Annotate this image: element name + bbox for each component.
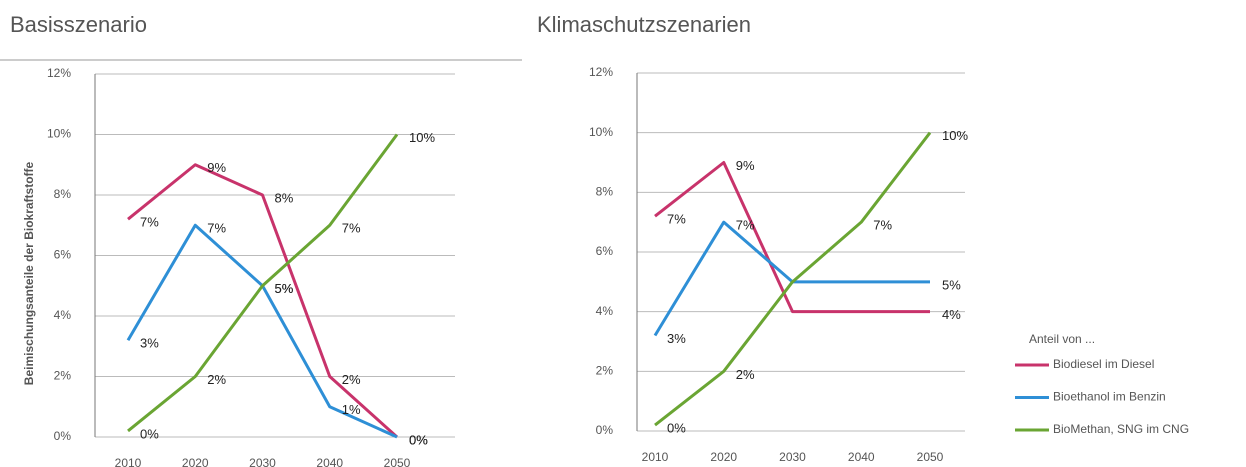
- data-label: 1%: [342, 402, 361, 417]
- legend-label: BioMethan, SNG im CNG: [1053, 422, 1189, 436]
- y-tick-label: 10%: [589, 125, 613, 139]
- data-label: 3%: [667, 331, 686, 346]
- data-label: 7%: [736, 218, 755, 233]
- y-axis-label: Beimischungsanteile der Biokraftstoffe: [22, 161, 36, 385]
- chart-title: Klimaschutzszenarien: [537, 12, 751, 37]
- data-label: 8%: [275, 190, 294, 205]
- chart-title: Basisszenario: [10, 12, 147, 37]
- data-label: 2%: [736, 367, 755, 382]
- data-label: 7%: [873, 218, 892, 233]
- y-tick-label: 2%: [54, 369, 72, 383]
- data-label: 9%: [736, 158, 755, 173]
- y-tick-label: 4%: [596, 304, 614, 318]
- legend-title: Anteil von ...: [1029, 332, 1095, 346]
- data-label: 7%: [667, 212, 686, 227]
- data-label: 4%: [942, 307, 961, 322]
- series-line: [654, 131, 932, 427]
- y-tick-label: 6%: [596, 244, 614, 258]
- data-label: 0%: [667, 420, 686, 435]
- x-tick-label: 2020: [182, 456, 209, 467]
- series-line: [653, 220, 930, 337]
- legend-label: Biodiesel im Diesel: [1053, 357, 1154, 371]
- y-tick-label: 0%: [54, 429, 72, 443]
- data-label: 5%: [942, 277, 961, 292]
- x-tick-label: 2030: [779, 450, 806, 464]
- y-tick-label: 12%: [589, 65, 613, 79]
- x-tick-label: 2020: [710, 450, 737, 464]
- y-tick-label: 6%: [54, 248, 72, 262]
- x-tick-label: 2050: [917, 450, 944, 464]
- data-label: 7%: [207, 221, 226, 236]
- x-tick-label: 2030: [249, 456, 276, 467]
- y-tick-label: 0%: [596, 423, 614, 437]
- x-tick-label: 2040: [316, 456, 343, 467]
- y-tick-label: 10%: [47, 127, 71, 141]
- data-label: 5%: [275, 281, 294, 296]
- x-tick-label: 2010: [642, 450, 669, 464]
- data-label: 3%: [140, 336, 159, 351]
- legend-label: Bioethanol im Benzin: [1053, 390, 1166, 404]
- data-label: 7%: [342, 221, 361, 236]
- data-label: 7%: [140, 215, 159, 230]
- y-tick-label: 4%: [54, 308, 72, 322]
- series-line: [127, 133, 399, 433]
- data-label: 10%: [942, 128, 968, 143]
- y-tick-label: 2%: [596, 364, 614, 378]
- data-label: 0%: [409, 432, 428, 447]
- y-tick-label: 8%: [54, 187, 72, 201]
- data-label: 2%: [207, 372, 226, 387]
- x-tick-label: 2010: [115, 456, 142, 467]
- x-tick-label: 2040: [848, 450, 875, 464]
- data-label: 0%: [409, 432, 428, 447]
- x-tick-label: 2050: [384, 456, 411, 467]
- series-line: [654, 161, 930, 314]
- y-tick-label: 12%: [47, 66, 71, 80]
- data-label: 9%: [207, 160, 226, 175]
- data-label: 10%: [409, 130, 435, 145]
- data-label: 2%: [342, 372, 361, 387]
- data-label: 5%: [275, 281, 294, 296]
- data-label: 0%: [140, 426, 159, 441]
- y-tick-label: 8%: [596, 185, 614, 199]
- series-line: [127, 163, 399, 439]
